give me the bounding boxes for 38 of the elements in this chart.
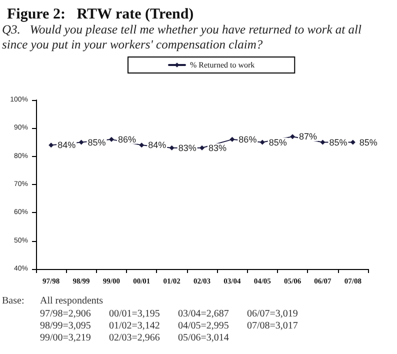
data-label: 86% bbox=[118, 134, 136, 144]
data-label: 85% bbox=[359, 137, 378, 148]
text: Base: bbox=[2, 296, 24, 306]
data-label: 84% bbox=[148, 140, 166, 150]
text: 05/06=3,014 bbox=[178, 332, 229, 344]
data-label: 83% bbox=[178, 142, 196, 153]
point bbox=[108, 136, 114, 142]
text: 00/01=3,195 bbox=[109, 308, 160, 320]
point bbox=[290, 134, 296, 140]
data-label: 86% bbox=[238, 134, 257, 144]
data-label: 84% bbox=[58, 140, 76, 150]
point bbox=[230, 136, 235, 142]
text: All respondents bbox=[40, 296, 104, 306]
point bbox=[139, 142, 144, 148]
text: 98/99=3,095 bbox=[40, 320, 91, 332]
point bbox=[200, 145, 204, 150]
text: 02/03=2,966 bbox=[109, 332, 160, 344]
chart-subtitle: Q3. Would you please tell me whether you have returned to work at all since you put in your workers' compensation claim? bbox=[2, 22, 365, 52]
chart-title: Figure 2: RTW rate (Trend) bbox=[7, 6, 194, 22]
text: 97/98=2,906 bbox=[40, 308, 91, 320]
point bbox=[260, 140, 265, 145]
text: 04/05=2,995 bbox=[178, 320, 229, 332]
data-label: 83% bbox=[208, 142, 227, 153]
point bbox=[169, 145, 174, 150]
text: 99/00=3,219 bbox=[40, 332, 91, 344]
point bbox=[48, 142, 54, 148]
text: 03/04=2,687 bbox=[178, 308, 229, 320]
data-label: 85% bbox=[88, 137, 106, 148]
point bbox=[320, 140, 326, 145]
legend-label: % Returned to work bbox=[190, 60, 255, 70]
text: 06/07=3,019 bbox=[247, 308, 298, 320]
data-label: 85% bbox=[329, 137, 348, 148]
data-label: 87% bbox=[299, 132, 318, 142]
text: 01/02=3,142 bbox=[109, 320, 160, 332]
text: 07/08=3,017 bbox=[247, 320, 298, 332]
point bbox=[78, 140, 84, 145]
point bbox=[350, 140, 356, 145]
data-label: 85% bbox=[268, 137, 287, 148]
